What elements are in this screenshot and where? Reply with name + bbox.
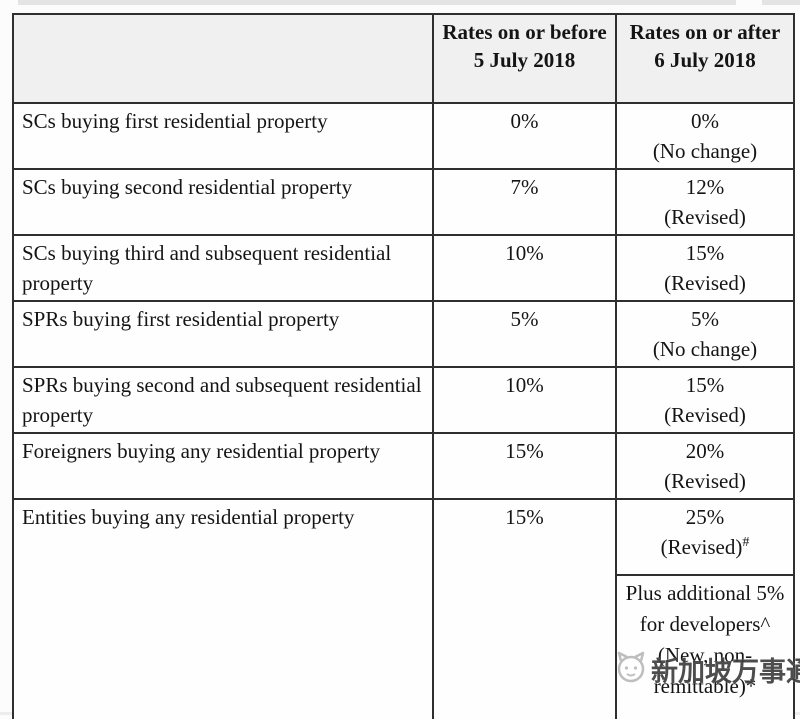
rate-after: 12% (Revised) [615,168,795,236]
row-label: SCs buying first residential property [12,102,434,170]
row-label: Entities buying any residential property [12,498,434,719]
rate-after: 25% (Revised)# [615,498,795,576]
scan-artifact-top-right [762,0,800,5]
rate-after-value: 15% [685,373,725,397]
table-row: SCs buying third and subsequent resident… [12,234,795,302]
rate-after-value: 12% [685,175,725,199]
surcharge-line: 5% for [639,581,785,636]
table-row: Entities buying any residential property… [12,498,795,719]
surcharge-line: remittable)* [653,674,757,698]
table-row: Foreigners buying any residential proper… [12,432,795,500]
row-label: SPRs buying first residential property [12,300,434,368]
header-cell-before: Rates on or before 5 July 2018 [432,13,617,104]
rate-before: 7% [432,168,617,236]
table-row-extra: Plus additional 5% for developers^ (New,… [13,574,795,719]
rate-after: 5% (No change) [615,300,795,368]
table-row: SCs buying second residential property 7… [12,168,795,236]
rate-after-note: (No change) [652,139,758,163]
rate-after-note: (Revised) [664,469,746,493]
scan-artifact-top-left [18,0,736,5]
header-cell-after: Rates on or after 6 July 2018 [615,13,795,104]
rate-before: 15% [432,498,617,719]
rate-after-value: 5% [691,307,719,331]
rate-after: 15% (Revised) [615,366,795,434]
rate-after-value: 20% [685,439,725,463]
rate-after: 20% (Revised) [615,432,795,500]
row-label: Foreigners buying any residential proper… [12,432,434,500]
rate-after: 0% (No change) [615,102,795,170]
rate-before: 5% [432,300,617,368]
row-label: SPRs buying second and subsequent reside… [12,366,434,434]
rate-before: 10% [432,366,617,434]
table-row: SPRs buying first residential property 5… [12,300,795,368]
footnote-marker-hash: # [742,535,750,550]
table-row: SPRs buying second and subsequent reside… [12,366,795,434]
rate-after-note: (Revised) [664,403,746,427]
row-label: SCs buying third and subsequent resident… [12,234,434,302]
row-label: SCs buying second residential property [12,168,434,236]
rate-after: 15% (Revised) [615,234,795,302]
absd-rates-table: Rates on or before 5 July 2018 Rates on … [12,13,795,719]
rate-after-value: 15% [685,241,725,265]
header-cell-empty [12,13,434,104]
developers-surcharge-cell: Plus additional 5% for developers^ (New,… [615,574,795,719]
rate-before: 10% [432,234,617,302]
surcharge-line: (New, non- [657,643,753,667]
rate-after-note: (Revised)# [660,535,750,559]
surcharge-line: Plus additional [625,581,752,605]
rate-after-value: 0% [691,109,719,133]
rate-before: 0% [432,102,617,170]
rate-after-value: 25% [685,505,725,529]
table-header-row: Rates on or before 5 July 2018 Rates on … [12,13,795,104]
rate-after-note: (No change) [652,337,758,361]
surcharge-line: developers^ [669,612,771,636]
rate-after-note: (Revised) [664,205,746,229]
rate-after-note: (Revised) [664,271,746,295]
rate-before: 15% [432,432,617,500]
table-row: SCs buying first residential property 0%… [12,102,795,170]
